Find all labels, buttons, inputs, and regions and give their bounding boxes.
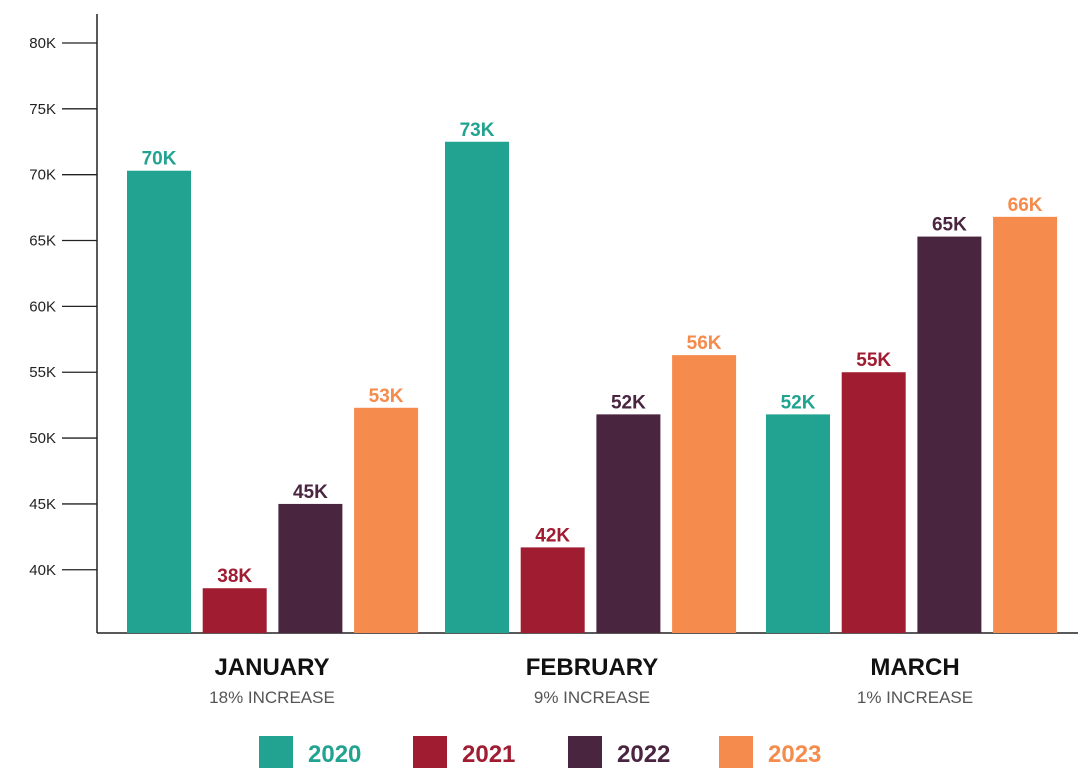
bar-2022-january [278,503,343,633]
legend-swatch-2021 [413,736,447,768]
x-category-label: FEBRUARY [526,654,658,681]
y-tick-label: 60K [29,298,56,315]
bar-2020-january [127,170,191,633]
bar-2021-january [202,588,267,633]
bar-2021-february [520,547,585,633]
category-labels: JANUARY 18% INCREASE FEBRUARY 9% INCREASE MA… [209,654,973,707]
chart-legend: 2020 2021 2022 2023 [259,736,821,768]
bar-value-label: 52K [781,392,816,413]
y-tick-label: 40K [29,562,56,579]
bar-value-label: 65K [932,215,967,236]
bar-value-label: 56K [687,333,722,354]
y-tick-label: 55K [29,364,56,381]
x-category-label: JANUARY [214,654,329,681]
y-tick-label: 50K [29,430,56,447]
y-tick-label: 65K [29,233,56,250]
x-category-subtitle: 9% INCREASE [534,688,650,707]
y-tick-label: 80K [29,35,56,52]
bar-value-label: 42K [535,525,570,546]
y-axis-ticks: 40K 45K 50K 55K 60K 65K 70K 75K 80K [29,35,97,579]
y-tick-label: 45K [29,496,56,513]
bar-value-label: 66K [1008,195,1043,216]
bar-value-label: 73K [460,120,495,141]
bar-value-label: 55K [856,350,891,371]
legend-swatch-2022 [568,736,602,768]
bar-value-labels: 70K 38K 45K 53K 73K 42K 52K 56K 52K 55K 65K 66K [142,120,1043,587]
bar-value-label: 38K [217,566,252,587]
bar-value-label: 53K [369,386,404,407]
chart-bars [127,141,1058,633]
bar-2023-january [354,407,419,633]
x-category-subtitle: 18% INCREASE [209,688,335,707]
bar-value-label: 45K [293,482,328,503]
legend-swatch-2020 [259,736,293,768]
legend-label-2023: 2023 [768,741,821,768]
x-category-label: MARCH [870,654,959,681]
y-tick-label: 70K [29,167,56,184]
legend-label-2021: 2021 [462,741,515,768]
bar-2022-february [596,414,661,633]
y-tick-label: 75K [29,101,56,118]
bar-2020-march [766,414,830,633]
legend-label-2022: 2022 [617,741,670,768]
bar-value-label: 70K [142,149,177,170]
bar-value-label: 52K [611,392,646,413]
bar-2023-march [993,216,1058,633]
bar-2020-february [445,141,509,633]
legend-label-2020: 2020 [308,741,361,768]
bar-2023-february [672,355,737,633]
legend-swatch-2023 [719,736,753,768]
bar-2021-march [841,372,906,633]
x-category-subtitle: 1% INCREASE [857,688,973,707]
bar-2022-march [917,236,982,633]
